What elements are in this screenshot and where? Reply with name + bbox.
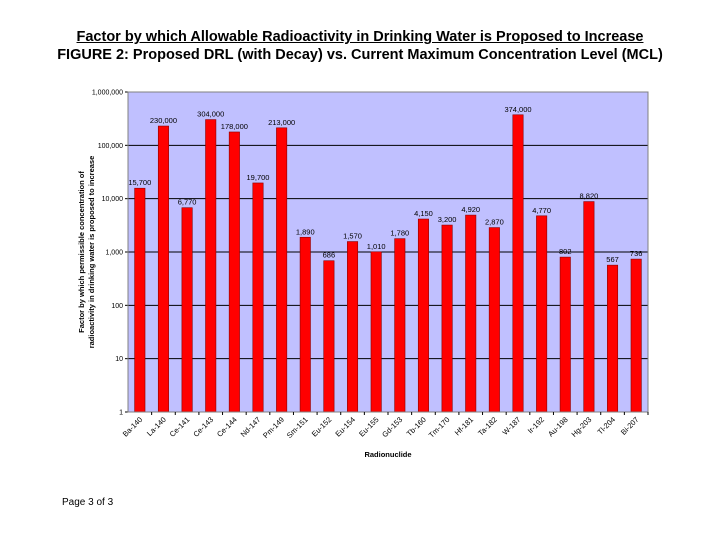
x-tick-label: Ir-192 bbox=[526, 415, 546, 435]
data-label: 8,820 bbox=[580, 192, 599, 201]
title-line-1: Factor by which Allowable Radioactivity … bbox=[76, 29, 644, 45]
bar bbox=[205, 119, 217, 413]
x-tick-label: Ce-144 bbox=[215, 415, 239, 439]
bar bbox=[417, 218, 429, 413]
y-tick-label: 100,000 bbox=[98, 143, 123, 150]
axes bbox=[125, 91, 649, 415]
data-label: 686 bbox=[323, 251, 336, 260]
x-tick-label: Ce-141 bbox=[168, 415, 192, 439]
data-label: 4,150 bbox=[414, 209, 433, 218]
x-tick-label: Sm-151 bbox=[285, 415, 310, 440]
data-labels: 15,700 230,000 6,770 304,000 178,000 19,700 21… bbox=[128, 105, 642, 264]
x-tick-label: La-140 bbox=[145, 415, 168, 438]
bar bbox=[323, 260, 335, 413]
x-tick-label: Nd-147 bbox=[239, 415, 263, 439]
bar bbox=[228, 131, 240, 413]
bar bbox=[394, 238, 406, 413]
x-tick-labels: Ba-140 La-140 Ce-141 Ce-143 Ce-144 Nd-147Pm-1… bbox=[121, 415, 641, 440]
bar bbox=[441, 224, 453, 413]
data-label: 4,770 bbox=[532, 206, 551, 215]
data-label: 1,890 bbox=[296, 227, 315, 236]
bar bbox=[465, 214, 477, 413]
data-label: 213,000 bbox=[268, 118, 295, 127]
bar bbox=[181, 207, 193, 413]
bar bbox=[488, 227, 500, 413]
y-tick-label: 100 bbox=[111, 303, 123, 310]
x-tick-label: Bi-207 bbox=[619, 415, 641, 437]
x-tick-label: Ta-182 bbox=[476, 415, 499, 438]
y-axis-label-line-1: Factor by which permissible concentratio… bbox=[77, 171, 86, 333]
x-tick-label: Au-198 bbox=[546, 415, 569, 438]
bar bbox=[134, 187, 146, 413]
data-label: 1,010 bbox=[367, 242, 386, 251]
x-tick-label: W-187 bbox=[501, 415, 523, 437]
x-tick-label: Tm-170 bbox=[427, 415, 452, 440]
data-label: 802 bbox=[559, 247, 572, 256]
x-tick-label: Ba-140 bbox=[121, 415, 144, 438]
data-label: 15,700 bbox=[128, 178, 151, 187]
bar-series bbox=[134, 114, 642, 413]
y-axis-label-line-2: radioactivity in drinking water is propo… bbox=[87, 156, 96, 349]
bar bbox=[512, 114, 524, 413]
bar bbox=[559, 256, 571, 413]
bar bbox=[583, 201, 595, 413]
x-tick-label: Gd-153 bbox=[380, 415, 404, 439]
y-tick-label: 10 bbox=[115, 356, 123, 363]
data-label: 1,780 bbox=[390, 229, 409, 238]
x-tick-label: Hf-181 bbox=[453, 415, 475, 437]
bar bbox=[252, 182, 264, 413]
x-tick-label: Pm-149 bbox=[261, 415, 286, 440]
y-tick-label: 1,000 bbox=[105, 250, 123, 257]
page-footer: Page 3 of 3 bbox=[62, 497, 114, 508]
x-tick-label: Eu-154 bbox=[333, 415, 356, 438]
y-tick-label: 1 bbox=[119, 410, 123, 417]
data-label: 19,700 bbox=[247, 173, 270, 182]
y-tick-label: 1,000,000 bbox=[92, 90, 123, 97]
data-label: 6,770 bbox=[178, 198, 197, 207]
y-tick-labels: 1 10 100 1,000 10,000 100,000 1,000,000 bbox=[92, 90, 123, 417]
bar bbox=[276, 127, 288, 413]
bar bbox=[347, 241, 359, 413]
data-label: 178,000 bbox=[221, 122, 248, 131]
x-tick-label: Ce-143 bbox=[191, 415, 215, 439]
bar bbox=[157, 125, 169, 413]
data-label: 304,000 bbox=[197, 110, 224, 119]
bar bbox=[299, 236, 311, 413]
data-label: 230,000 bbox=[150, 116, 177, 125]
x-tick-label: Tl-204 bbox=[596, 415, 617, 436]
x-tick-label: Eu-152 bbox=[310, 415, 333, 438]
chart-title: FIGURE 2: Proposed DRL (with Decay) vs. … bbox=[57, 47, 663, 63]
data-label: 1,570 bbox=[343, 232, 362, 241]
data-label: 736 bbox=[630, 249, 643, 258]
data-label: 2,870 bbox=[485, 218, 504, 227]
data-label: 374,000 bbox=[504, 105, 531, 114]
data-label: 4,920 bbox=[461, 205, 480, 214]
x-tick-label: Tb-160 bbox=[405, 415, 428, 438]
bar bbox=[370, 251, 382, 413]
x-axis-label: Radionuclide bbox=[364, 450, 411, 459]
x-tick-label: Hg-203 bbox=[570, 415, 594, 439]
bar bbox=[536, 215, 548, 413]
bar bbox=[607, 264, 619, 413]
x-tick-label: Eu-155 bbox=[357, 415, 380, 438]
data-label: 567 bbox=[606, 255, 619, 264]
data-label: 3,200 bbox=[438, 215, 457, 224]
y-tick-label: 10,000 bbox=[102, 196, 124, 203]
bar bbox=[630, 258, 642, 413]
